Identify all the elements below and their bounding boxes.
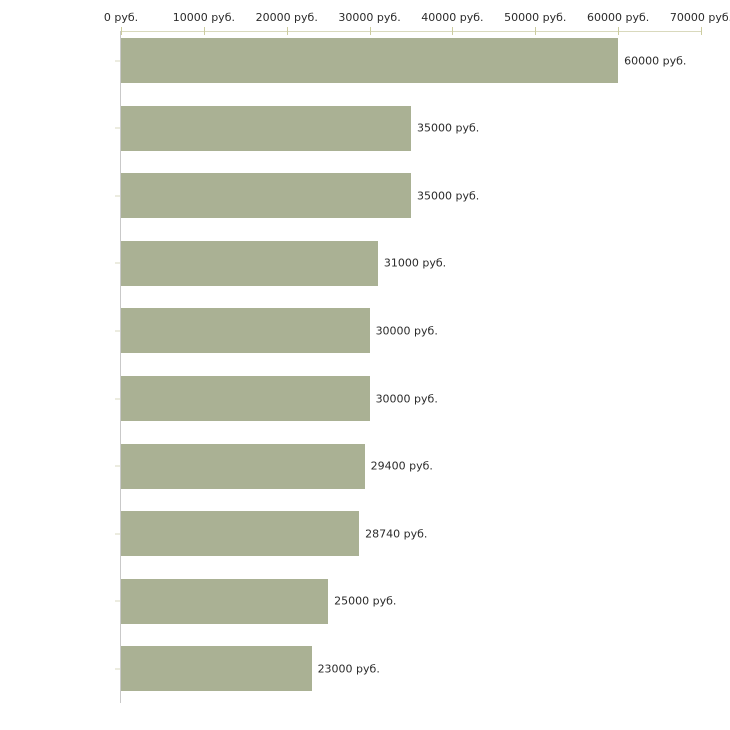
bar — [121, 646, 312, 692]
x-axis-tick-mark — [535, 27, 537, 35]
category-tick-mark — [115, 127, 120, 129]
x-axis-tick-mark — [452, 27, 454, 35]
x-axis-tick-label: 70000 руб. — [669, 11, 730, 24]
x-axis-line — [121, 31, 702, 32]
x-axis-tick-label: 20000 руб. — [255, 11, 318, 24]
x-axis-tick-mark — [121, 27, 122, 35]
category-tick-mark — [115, 533, 120, 535]
value-label: 35000 руб. — [417, 121, 480, 135]
x-axis-tick-mark — [618, 27, 620, 35]
bar — [121, 240, 378, 286]
category-tick-mark — [115, 668, 120, 670]
value-label: 30000 руб. — [375, 392, 438, 405]
category-tick-mark — [115, 60, 120, 61]
value-label: 29400 руб. — [370, 459, 433, 473]
category-tick-mark — [115, 398, 120, 399]
x-axis-tick-mark — [701, 27, 702, 35]
x-axis-tick-label: 0 руб. — [103, 11, 139, 24]
x-axis-tick-label: 50000 руб. — [504, 11, 567, 24]
category-tick-mark — [115, 262, 120, 264]
value-label: 60000 руб. — [624, 54, 687, 67]
value-label: 25000 руб. — [334, 594, 397, 608]
bar — [121, 443, 365, 489]
value-label: 35000 руб. — [417, 189, 480, 203]
category-tick-mark — [115, 600, 120, 602]
x-axis-tick-mark — [286, 27, 288, 35]
bar — [121, 511, 360, 557]
x-axis-tick-label: 30000 руб. — [338, 11, 401, 24]
x-axis-tick-mark — [369, 27, 371, 35]
bar — [121, 173, 411, 219]
value-label: 28740 руб. — [365, 527, 428, 541]
bar — [121, 308, 370, 354]
bar — [121, 376, 370, 421]
value-label: 23000 руб. — [317, 662, 380, 676]
y-axis-line — [120, 31, 121, 703]
bar — [121, 38, 619, 83]
value-label: 31000 руб. — [383, 256, 447, 270]
x-axis-tick-mark — [203, 27, 205, 35]
bar — [121, 105, 411, 151]
bar — [121, 578, 329, 624]
x-axis-tick-label: 10000 руб. — [172, 11, 235, 24]
category-tick-mark — [115, 465, 120, 467]
x-axis-tick-label: 60000 руб. — [587, 11, 650, 24]
category-tick-mark — [115, 330, 120, 332]
category-tick-mark — [115, 195, 120, 197]
x-axis-tick-label: 40000 руб. — [421, 11, 484, 24]
value-label: 30000 руб. — [375, 324, 438, 338]
